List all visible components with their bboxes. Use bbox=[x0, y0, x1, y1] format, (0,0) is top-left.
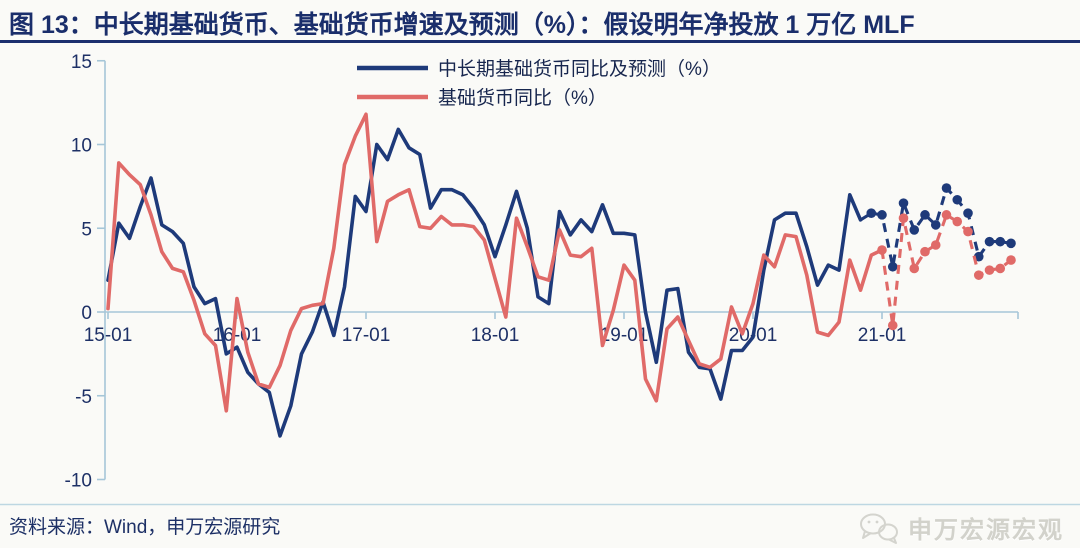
series-0-forecast-marker bbox=[941, 183, 952, 193]
y-axis-label: 10 bbox=[71, 136, 92, 157]
series-0-forecast-marker bbox=[963, 208, 973, 218]
series-1-forecast-marker bbox=[952, 216, 963, 227]
y-axis-label: 15 bbox=[71, 52, 92, 73]
series-1-forecast-marker bbox=[984, 265, 995, 275]
title-underline bbox=[0, 40, 1080, 43]
series-1-forecast-marker bbox=[1006, 255, 1016, 265]
x-axis-label: 17-01 bbox=[342, 325, 391, 346]
series-1-forecast-marker bbox=[963, 226, 973, 237]
series-1-forecast-marker bbox=[877, 245, 887, 255]
y-axis-label: -5 bbox=[75, 387, 92, 408]
series-1-forecast-marker bbox=[995, 263, 1006, 274]
series-1-forecast-marker bbox=[930, 240, 941, 250]
series-0-forecast-marker bbox=[877, 210, 887, 220]
x-axis-label: 21-01 bbox=[858, 325, 907, 346]
x-axis-label: 15-01 bbox=[84, 325, 133, 346]
series-0-forecast-marker bbox=[898, 198, 909, 208]
legend-label-series-0: 中长期基础货币同比及预测（%） bbox=[438, 58, 721, 80]
y-axis-label: 5 bbox=[81, 219, 92, 240]
page-title: 图 13：中长期基础货币、基础货币增速及预测（%）：假设明年净投放 1 万亿 M… bbox=[9, 11, 915, 39]
series-1-forecast-marker bbox=[887, 320, 898, 331]
series-0-solid-line bbox=[106, 127, 863, 438]
series-1-forecast-marker bbox=[909, 263, 920, 274]
series-0-forecast-marker bbox=[952, 194, 963, 205]
x-axis-label: 18-01 bbox=[471, 325, 520, 346]
series-1-solid-line bbox=[106, 112, 884, 413]
series-0-forecast-marker bbox=[930, 220, 941, 230]
series-1-forecast-marker bbox=[898, 213, 909, 223]
source-note: 资料来源：Wind，申万宏源研究 bbox=[9, 517, 281, 538]
chart-legend: 中长期基础货币同比及预测（%） 基础货币同比（%） bbox=[357, 58, 721, 109]
series-1-forecast-marker bbox=[920, 246, 930, 257]
watermark: 申万宏源宏观 bbox=[858, 510, 1064, 545]
series-0-forecast-marker bbox=[866, 208, 877, 218]
series-0-forecast-marker bbox=[887, 261, 898, 272]
y-axis-label: -10 bbox=[65, 471, 92, 492]
y-axis-label: 0 bbox=[81, 303, 92, 324]
series-0-forecast-marker bbox=[920, 210, 930, 220]
legend-label-series-1: 基础货币同比（%） bbox=[438, 87, 607, 109]
chart-series bbox=[106, 112, 1016, 438]
wechat-bubbles-icon bbox=[860, 513, 898, 544]
series-0-forecast-marker bbox=[995, 236, 1006, 247]
x-axis-label: 19-01 bbox=[600, 325, 649, 346]
series-0-forecast-marker bbox=[1006, 238, 1016, 249]
series-1-forecast-marker bbox=[941, 210, 952, 220]
watermark-text: 申万宏源宏观 bbox=[908, 517, 1064, 544]
series-0-forecast-marker bbox=[909, 225, 920, 235]
series-0-forecast-marker bbox=[984, 236, 995, 247]
series-1-forecast-marker bbox=[973, 270, 984, 280]
